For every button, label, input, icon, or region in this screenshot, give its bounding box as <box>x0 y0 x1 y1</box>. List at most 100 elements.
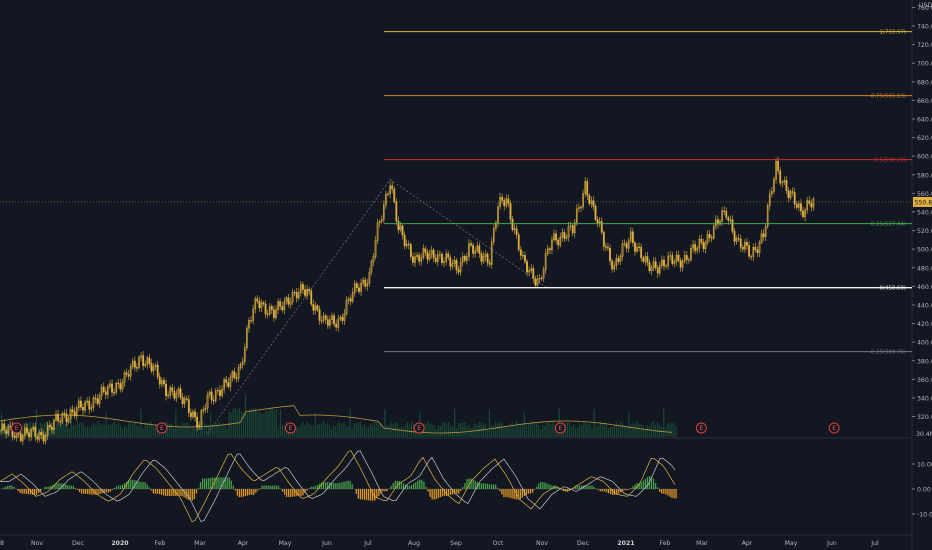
candle-body <box>658 265 661 274</box>
volume-bar <box>183 423 185 437</box>
volume-bar <box>314 412 316 437</box>
volume-bar <box>249 408 251 437</box>
volume-bar <box>46 421 48 437</box>
candle-body <box>605 246 607 248</box>
candle-body <box>167 395 169 397</box>
volume-bar <box>343 421 345 437</box>
time-axis-label: Oct <box>493 540 504 547</box>
volume-bar <box>66 423 68 437</box>
volume-bar <box>406 422 409 437</box>
candle-body <box>463 256 466 261</box>
price-axis[interactable]: 760.00 740.00 720.00 700.00 680.00 660.00 640.… <box>912 2 932 438</box>
candle-body <box>133 360 136 368</box>
osc-histogram-bar <box>460 489 462 491</box>
fibonacci-levels[interactable]: 1(733.97) 0.75(665.13) 0.5(596.29) 0.25(527… <box>384 30 912 356</box>
candle-body <box>219 389 221 396</box>
osc-histogram-bar <box>136 480 138 489</box>
candle-body <box>553 233 555 241</box>
osc-histogram-bar <box>488 484 491 489</box>
osc-histogram-bar <box>443 489 446 496</box>
volume-bar <box>322 421 325 437</box>
last-price-label: 550.81 <box>915 199 932 206</box>
volume-bar <box>37 428 40 437</box>
osc-histogram-bar <box>33 489 36 495</box>
candle-body <box>428 254 431 260</box>
osc-histogram-bar <box>37 489 40 494</box>
osc-histogram-bar <box>601 489 603 492</box>
candle-body <box>501 196 504 201</box>
volume-bar <box>449 425 452 437</box>
osc-histogram-bar <box>468 478 470 489</box>
candle-body <box>760 233 763 243</box>
volume-bar <box>271 408 273 437</box>
candle-body <box>289 301 292 305</box>
osc-histogram-bar <box>624 489 626 491</box>
volume-bar <box>208 425 210 437</box>
candle-body <box>28 432 30 438</box>
candle-body <box>173 391 176 399</box>
volume-bar <box>138 426 140 437</box>
osc-histogram-bar <box>437 489 439 499</box>
volume-bar <box>3 425 5 437</box>
candle-body <box>613 265 616 270</box>
osc-histogram-bar <box>349 480 351 489</box>
candle-body <box>409 244 412 257</box>
price-tick-label: 400.00 <box>917 340 932 347</box>
candle-body <box>401 225 404 236</box>
volume-bar <box>669 422 671 437</box>
time-axis[interactable]: 8 Nov Dec 2020 Feb Mar Apr May Jun Jul Aug Sep Oct No… <box>0 540 879 547</box>
volume-bar <box>367 427 370 437</box>
volume-bar <box>48 426 50 437</box>
candle-body <box>762 233 765 238</box>
osc-histogram-bar <box>603 489 605 492</box>
candle-body <box>53 419 55 430</box>
volume-bar <box>218 421 220 437</box>
osc-histogram-bar <box>156 489 159 494</box>
candle-body <box>246 327 248 348</box>
candle-body <box>337 318 340 328</box>
osc-histogram-bar <box>495 484 497 489</box>
osc-histogram-bar <box>505 489 507 498</box>
osc-histogram-bar <box>456 489 458 494</box>
candle-body <box>768 193 771 206</box>
last-price-tag <box>913 196 932 207</box>
fib-level-label: 0.75(665.13) <box>871 94 906 100</box>
osc-histogram-bar <box>351 484 353 489</box>
volume-bar <box>216 423 218 437</box>
candle-body <box>252 308 255 321</box>
trend-lines[interactable] <box>207 179 548 434</box>
osc-histogram-bar <box>423 481 425 489</box>
osc-histogram-bar <box>191 489 193 501</box>
volume-bar <box>603 422 605 437</box>
candle-body <box>594 206 597 220</box>
candle-body <box>551 239 553 251</box>
candle-body <box>34 427 37 437</box>
osc-histogram-bar <box>661 489 663 494</box>
candle-body <box>563 232 566 239</box>
candle-body <box>488 262 491 265</box>
osc-histogram-bar <box>486 483 489 489</box>
candle-body <box>702 241 705 250</box>
candle-body <box>380 219 383 222</box>
osc-histogram-bar <box>126 481 128 489</box>
candle-body <box>138 357 140 368</box>
osc-histogram-bar <box>673 489 675 499</box>
candle-body <box>297 292 300 299</box>
volume-bar <box>429 424 431 437</box>
volume-bar <box>447 421 450 437</box>
candle-body <box>654 261 657 268</box>
osc-histogram-bar <box>484 483 487 489</box>
volume-bar <box>175 409 177 437</box>
osc-histogram-bar <box>363 489 366 500</box>
volume-bar <box>101 424 103 437</box>
candle-body <box>189 412 192 417</box>
time-axis-label: Feb <box>660 540 671 547</box>
osc-histogram-bar <box>372 489 374 501</box>
volume-bar <box>52 427 54 437</box>
osc-histogram-bar <box>376 489 378 499</box>
volume-bar <box>507 427 509 437</box>
osc-histogram-bar <box>288 489 290 498</box>
volume-bar <box>142 428 144 437</box>
